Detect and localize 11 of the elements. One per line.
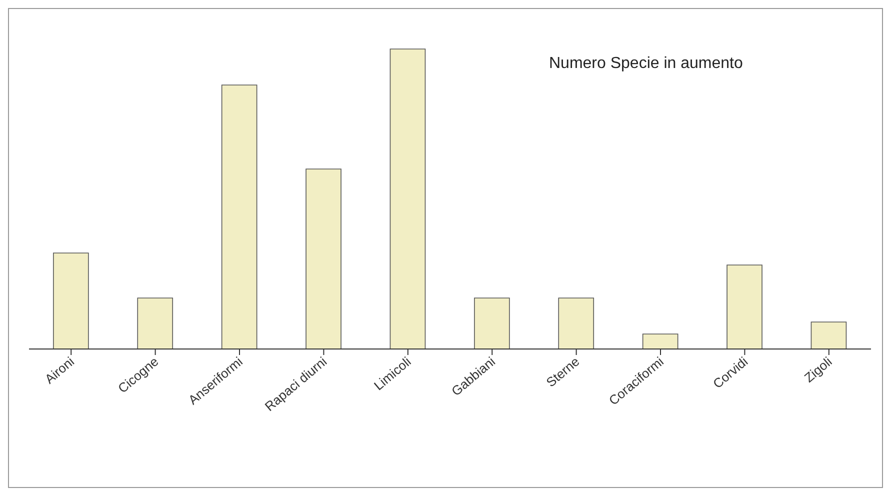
bar bbox=[474, 298, 510, 350]
bar bbox=[137, 298, 174, 350]
chart-title: Numero Specie in aumento bbox=[549, 55, 743, 73]
bar bbox=[306, 168, 342, 350]
bar bbox=[221, 84, 258, 350]
bar bbox=[642, 334, 678, 350]
bar bbox=[53, 252, 89, 350]
bar bbox=[810, 322, 847, 350]
bar bbox=[390, 48, 426, 350]
bar bbox=[558, 298, 594, 350]
bar bbox=[726, 264, 762, 350]
